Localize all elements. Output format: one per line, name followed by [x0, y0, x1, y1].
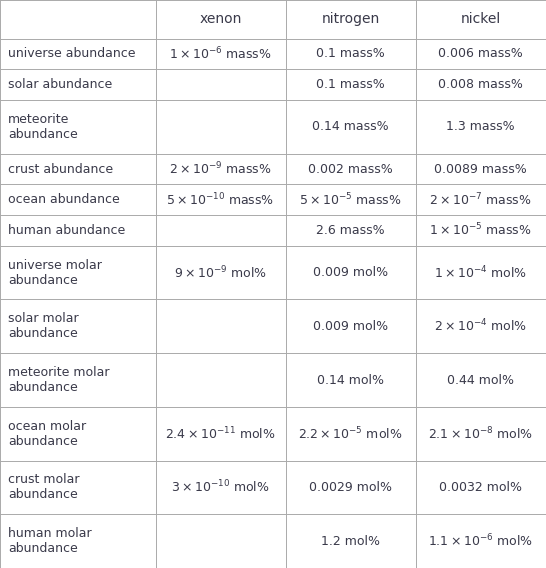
Text: $5\times10^{-5}$ mass%: $5\times10^{-5}$ mass% — [299, 191, 402, 208]
Text: $2.4\times10^{-11}$ mol%: $2.4\times10^{-11}$ mol% — [165, 425, 276, 442]
Text: 0.009 mol%: 0.009 mol% — [313, 266, 388, 279]
Text: 0.002 mass%: 0.002 mass% — [308, 162, 393, 176]
Text: 0.006 mass%: 0.006 mass% — [438, 48, 523, 60]
Text: $9\times10^{-9}$ mol%: $9\times10^{-9}$ mol% — [174, 264, 267, 281]
Text: universe abundance: universe abundance — [8, 48, 136, 60]
Text: 0.1 mass%: 0.1 mass% — [316, 78, 385, 91]
Text: meteorite molar
abundance: meteorite molar abundance — [8, 366, 110, 394]
Text: 1.2 mol%: 1.2 mol% — [321, 534, 380, 548]
Text: 0.14 mass%: 0.14 mass% — [312, 120, 389, 133]
Text: $1.1\times10^{-6}$ mol%: $1.1\times10^{-6}$ mol% — [428, 533, 533, 549]
Text: 0.009 mol%: 0.009 mol% — [313, 320, 388, 333]
Text: 0.0032 mol%: 0.0032 mol% — [439, 481, 522, 494]
Text: crust abundance: crust abundance — [8, 162, 114, 176]
Text: $2\times10^{-4}$ mol%: $2\times10^{-4}$ mol% — [434, 318, 527, 335]
Text: crust molar
abundance: crust molar abundance — [8, 474, 80, 502]
Text: nickel: nickel — [460, 12, 501, 26]
Text: $5\times10^{-10}$ mass%: $5\times10^{-10}$ mass% — [167, 191, 275, 208]
Text: $2.2\times10^{-5}$ mol%: $2.2\times10^{-5}$ mol% — [298, 425, 403, 442]
Text: human molar
abundance: human molar abundance — [8, 527, 92, 555]
Text: $1\times10^{-5}$ mass%: $1\times10^{-5}$ mass% — [429, 222, 532, 239]
Text: $1\times10^{-6}$ mass%: $1\times10^{-6}$ mass% — [169, 45, 272, 62]
Text: 1.3 mass%: 1.3 mass% — [446, 120, 515, 133]
Text: 0.1 mass%: 0.1 mass% — [316, 48, 385, 60]
Text: human abundance: human abundance — [8, 224, 126, 237]
Text: 0.0029 mol%: 0.0029 mol% — [309, 481, 392, 494]
Text: xenon: xenon — [199, 12, 242, 26]
Text: solar abundance: solar abundance — [8, 78, 112, 91]
Text: solar molar
abundance: solar molar abundance — [8, 312, 79, 340]
Text: $2.1\times10^{-8}$ mol%: $2.1\times10^{-8}$ mol% — [428, 425, 533, 442]
Text: $1\times10^{-4}$ mol%: $1\times10^{-4}$ mol% — [434, 264, 527, 281]
Text: meteorite
abundance: meteorite abundance — [8, 113, 78, 141]
Text: 0.14 mol%: 0.14 mol% — [317, 374, 384, 387]
Text: ocean abundance: ocean abundance — [8, 193, 120, 206]
Text: $3\times10^{-10}$ mol%: $3\times10^{-10}$ mol% — [171, 479, 270, 496]
Text: 0.008 mass%: 0.008 mass% — [438, 78, 523, 91]
Text: 0.44 mol%: 0.44 mol% — [447, 374, 514, 387]
Text: $2\times10^{-7}$ mass%: $2\times10^{-7}$ mass% — [429, 191, 532, 208]
Text: 0.0089 mass%: 0.0089 mass% — [434, 162, 527, 176]
Text: 2.6 mass%: 2.6 mass% — [316, 224, 385, 237]
Text: universe molar
abundance: universe molar abundance — [8, 258, 102, 287]
Text: nitrogen: nitrogen — [322, 12, 379, 26]
Text: $2\times10^{-9}$ mass%: $2\times10^{-9}$ mass% — [169, 161, 272, 177]
Text: ocean molar
abundance: ocean molar abundance — [8, 420, 86, 448]
